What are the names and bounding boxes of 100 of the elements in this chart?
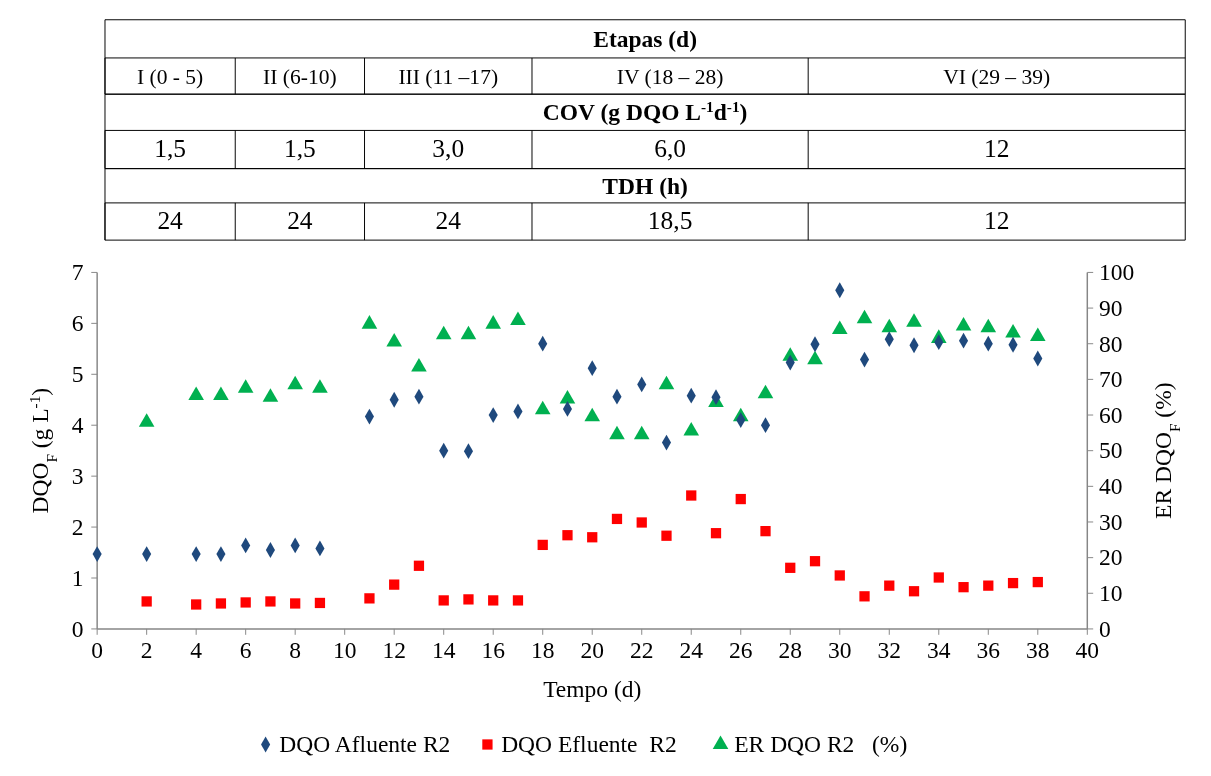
y2-tick-label: 70 — [1099, 366, 1123, 393]
y-tick-label: 3 — [71, 462, 84, 489]
x-tick-label: 12 — [382, 637, 406, 664]
text: Etapas (d) — [593, 25, 698, 52]
text: III (11 –17) — [398, 64, 499, 89]
text: 24 — [435, 206, 462, 236]
point — [958, 582, 969, 593]
point — [908, 586, 920, 597]
point — [215, 598, 227, 609]
x-tick-label: 0 — [91, 637, 104, 664]
y2-tick-label: 100 — [1099, 259, 1135, 286]
y-tick-label: 4 — [71, 412, 84, 439]
point — [510, 311, 526, 326]
point — [683, 422, 700, 436]
point — [686, 490, 697, 501]
point — [831, 320, 848, 334]
x-tick-label: 22 — [629, 637, 654, 664]
x-tick-label: 16 — [481, 637, 506, 664]
legend-label: DQO Afluente R2 — [279, 731, 451, 758]
text: 12 — [983, 206, 1010, 236]
point — [364, 593, 375, 604]
point — [661, 530, 672, 541]
y2-tick-label: 50 — [1099, 437, 1123, 464]
x-tick-label: 8 — [289, 637, 302, 664]
point — [191, 599, 202, 610]
x-tick-label: 28 — [778, 637, 803, 664]
y-tick-label: 2 — [71, 513, 84, 540]
x-axis-title: Tempo (d) — [543, 676, 642, 703]
y2-tick-label: 60 — [1099, 401, 1123, 428]
y-tick-label: 1 — [71, 564, 84, 591]
point — [314, 597, 326, 609]
y2-tick-label: 90 — [1099, 294, 1123, 321]
x-tick-label: 36 — [976, 637, 1001, 664]
point — [386, 332, 402, 347]
point — [1005, 324, 1021, 338]
point — [435, 325, 452, 340]
text: IV (18 – 28) — [616, 64, 724, 89]
y2-tick-label: 40 — [1099, 473, 1123, 500]
point — [460, 325, 477, 340]
y2-tick-label: 10 — [1099, 580, 1123, 607]
x-tick-label: 26 — [729, 637, 753, 664]
point — [213, 386, 229, 400]
legend-label: ER DQO R2 (%) — [734, 731, 908, 758]
point — [859, 591, 870, 602]
point — [933, 572, 944, 583]
point — [1029, 327, 1046, 342]
text: 3,0 — [432, 134, 465, 164]
text: 24 — [287, 206, 313, 236]
x-tick-label: 34 — [927, 637, 951, 664]
x-tick-label: 32 — [877, 637, 902, 664]
point — [584, 407, 601, 422]
text: 6,0 — [654, 134, 686, 164]
point — [809, 556, 821, 567]
point — [237, 379, 254, 393]
point — [438, 595, 449, 606]
x-tick-label: 24 — [679, 637, 704, 664]
y-tick-label: 0 — [71, 615, 84, 642]
point — [463, 594, 474, 605]
text: 1,5 — [283, 134, 316, 164]
x-tick-label: 6 — [239, 637, 252, 664]
y2-tick-label: 20 — [1099, 544, 1123, 571]
point — [881, 318, 898, 333]
point — [735, 493, 746, 505]
text: COV (g DQO L$^{-1}$d$^{-1}$) — [542, 97, 748, 126]
point — [485, 315, 502, 329]
text: I (0 - 5) — [136, 64, 204, 89]
point — [188, 386, 204, 400]
x-tick-label: 10 — [332, 637, 357, 664]
point — [411, 357, 427, 372]
text: TDH (h) — [602, 172, 688, 199]
point — [807, 350, 823, 365]
x-tick-label: 18 — [530, 637, 555, 664]
point — [138, 413, 155, 427]
text: 18,5 — [647, 206, 693, 236]
point — [884, 580, 895, 591]
point — [488, 595, 499, 606]
y-tick-label: 5 — [71, 361, 84, 388]
y2-tick-label: 0 — [1099, 615, 1111, 642]
point — [240, 597, 251, 608]
point — [658, 375, 675, 390]
point — [361, 315, 378, 329]
y-tick-label: 7 — [71, 259, 84, 286]
point — [534, 400, 551, 415]
x-tick-label: 14 — [431, 637, 456, 664]
text: VI (29 – 39) — [943, 64, 1051, 89]
point — [856, 309, 873, 324]
point — [1032, 576, 1043, 588]
point — [955, 316, 972, 331]
point — [312, 379, 328, 393]
point — [265, 596, 276, 607]
point — [983, 580, 994, 591]
point — [834, 570, 845, 581]
point — [611, 513, 623, 525]
point — [1007, 577, 1019, 589]
x-tick-label: 2 — [140, 637, 153, 664]
y-tick-label: 6 — [71, 310, 84, 337]
point — [785, 562, 796, 573]
text: 12 — [983, 134, 1010, 164]
point — [633, 425, 650, 440]
x-tick-label: 30 — [828, 637, 852, 664]
